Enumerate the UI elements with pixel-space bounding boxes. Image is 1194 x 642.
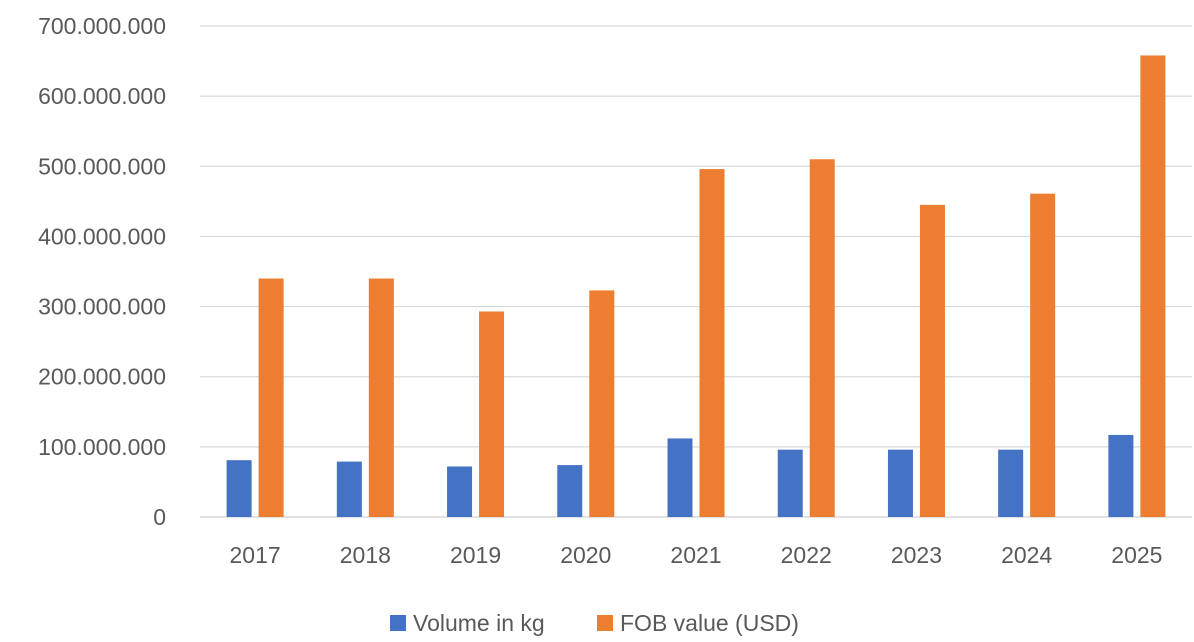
y-tick-label: 300.000.000	[38, 294, 166, 320]
bar-volume-in-kg	[1108, 434, 1134, 517]
y-tick-label: 600.000.000	[38, 83, 166, 109]
legend-label: FOB value (USD)	[620, 610, 799, 636]
y-tick-label: 700.000.000	[38, 13, 166, 39]
bar-volume-in-kg	[557, 465, 583, 517]
bar-fob-value-usd	[809, 159, 835, 517]
y-tick-label: 500.000.000	[38, 153, 166, 179]
x-tick-label: 2019	[450, 542, 501, 568]
legend-label: Volume in kg	[413, 610, 545, 636]
legend: Volume in kg FOB value (USD)	[390, 610, 799, 636]
x-tick-label: 2022	[781, 542, 832, 568]
bar-volume-in-kg	[998, 449, 1024, 517]
x-tick-label: 2017	[230, 542, 281, 568]
bar-fob-value-usd	[1030, 193, 1056, 518]
bar-volume-in-kg	[226, 460, 252, 517]
bars	[226, 55, 1166, 518]
y-axis-tick-labels: 0 100.000.000 200.000.000 300.000.000 400.00…	[38, 13, 166, 530]
bar-volume-in-kg	[667, 438, 693, 517]
x-tick-label: 2024	[1001, 542, 1052, 568]
legend-swatch-volume	[390, 615, 406, 631]
y-tick-label: 200.000.000	[38, 364, 166, 390]
bar-fob-value-usd	[699, 169, 725, 517]
bar-fob-value-usd	[479, 311, 505, 517]
y-tick-label: 0	[153, 504, 166, 530]
gridlines	[200, 25, 1192, 518]
bar-fob-value-usd	[368, 278, 394, 517]
bar-fob-value-usd	[589, 290, 615, 517]
x-tick-label: 2020	[560, 542, 611, 568]
x-tick-label: 2021	[670, 542, 721, 568]
bar-volume-in-kg	[777, 449, 803, 517]
bar-volume-in-kg	[887, 449, 913, 517]
x-tick-label: 2025	[1111, 542, 1162, 568]
bar-fob-value-usd	[1140, 55, 1166, 518]
legend-swatch-fob	[597, 615, 613, 631]
bar-volume-in-kg	[336, 461, 362, 517]
y-tick-label: 100.000.000	[38, 434, 166, 460]
bar-fob-value-usd	[919, 204, 945, 517]
y-tick-label: 400.000.000	[38, 223, 166, 249]
x-tick-label: 2018	[340, 542, 391, 568]
bar-volume-in-kg	[447, 466, 473, 517]
bar-fob-value-usd	[258, 278, 284, 517]
x-tick-label: 2023	[891, 542, 942, 568]
x-axis-tick-labels: 2017 2018 2019 2020 2021 2022 2023 2024 2025	[230, 542, 1163, 568]
